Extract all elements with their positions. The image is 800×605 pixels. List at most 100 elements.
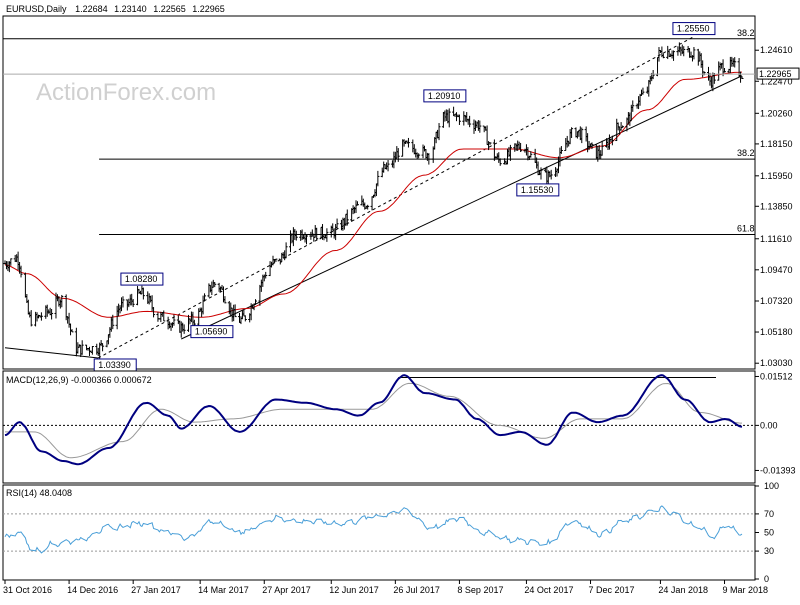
annotation-box — [423, 89, 467, 103]
price-annotations: 1.03390 1.08280 1.05690 1.20910 1.15530 1.255… — [93, 22, 716, 372]
price-bar — [90, 346, 94, 355]
price-bar — [498, 158, 502, 166]
ohlc-low: 1.22565 — [153, 4, 186, 14]
ohlc-high: 1.23140 — [114, 4, 147, 14]
rsi-tick-label: 70 — [764, 509, 774, 519]
price-bar — [519, 142, 523, 153]
svg-text:EURUSD,Daily 1.22684: EURUSD,Daily 1.22684 1.23140 1.22565 1.2… — [6, 4, 225, 14]
price-bar — [549, 169, 553, 180]
price-panel — [2, 15, 756, 370]
price-bar — [19, 265, 23, 278]
price-bar — [600, 140, 604, 156]
price-bar — [284, 242, 288, 259]
price-tick-label: 1.07320 — [760, 296, 793, 306]
price-axis: 1.24610 1.22470 1.20260 1.18150 1.15950 1.138… — [755, 45, 793, 368]
rsi-axis: 100 70 50 30 0 — [755, 481, 779, 584]
price-bar — [692, 47, 696, 60]
macd-series-line — [4, 374, 743, 466]
price-bar — [254, 299, 258, 305]
price-bar — [60, 294, 64, 308]
price-tick-label: 1.13850 — [760, 201, 793, 211]
signal-series-line — [5, 382, 742, 459]
x-tick-label: 27 Apr 2017 — [262, 585, 311, 595]
rsi-tick-label: 30 — [764, 546, 774, 556]
annotation-label: 1.08280 — [125, 274, 158, 284]
price-bar — [641, 87, 645, 95]
price-bar — [223, 296, 227, 304]
x-tick-label: 31 Oct 2016 — [3, 585, 52, 595]
trendline — [181, 75, 743, 340]
price-bar — [621, 125, 625, 129]
price-bar — [70, 329, 74, 333]
symbol-label: EURUSD — [6, 4, 45, 14]
price-bars — [3, 42, 744, 359]
price-bar — [121, 296, 125, 308]
price-bar — [488, 142, 492, 145]
ohlc-open: 1.22684 — [75, 4, 108, 14]
price-bar — [111, 314, 115, 330]
rsi-label: RSI(14) 48.0408 — [6, 488, 72, 498]
price-bar — [529, 151, 533, 158]
annotation-label: 1.03390 — [98, 360, 131, 370]
macd-tick-label: -0.01393 — [760, 465, 796, 475]
price-bar — [152, 307, 156, 318]
price-annotation: 1.20910 — [423, 89, 467, 103]
price-bar — [610, 135, 614, 146]
price-bar — [50, 309, 54, 320]
price-bar — [162, 310, 166, 322]
price-bar — [264, 271, 268, 279]
price-bar — [101, 343, 105, 352]
price-bar — [335, 218, 339, 229]
price-bar — [437, 123, 441, 141]
x-tick-label: 8 Sep 2017 — [457, 585, 503, 595]
price-bar — [213, 282, 217, 288]
price-bar — [457, 114, 461, 125]
price-bar — [406, 137, 410, 148]
annotation-box — [190, 325, 234, 339]
price-tick-label: 1.18150 — [760, 139, 793, 149]
rsi-tick-label: 100 — [764, 481, 779, 491]
rsi-tick-label: 50 — [764, 528, 774, 538]
rsi-tick-label: 0 — [764, 574, 769, 584]
price-bar — [672, 50, 676, 61]
x-tick-label: 26 Jul 2017 — [393, 585, 440, 595]
ma-series-line — [4, 71, 742, 318]
annotation-label: 1.05690 — [195, 327, 228, 337]
price-bar — [182, 324, 186, 334]
rsi-panel — [2, 484, 756, 581]
rsi-series-line — [4, 505, 743, 554]
chart-header: EURUSD,Daily 1.22684 1.23140 1.22565 1.2… — [6, 4, 225, 14]
price-trendlines — [4, 36, 743, 359]
price-bar — [294, 230, 298, 241]
price-bar — [39, 312, 43, 321]
annotation-box — [672, 22, 716, 36]
price-annotation: 1.25550 — [672, 22, 716, 36]
x-tick-label: 24 Oct 2017 — [524, 585, 573, 595]
price-bar — [315, 227, 319, 241]
annotation-box — [120, 272, 164, 286]
price-bar — [702, 71, 706, 76]
annotation-label: 1.25550 — [677, 24, 710, 34]
x-axis: 31 Oct 2016 14 Dec 2016 27 Jan 2017 14 Mar … — [3, 580, 768, 595]
price-bar — [508, 144, 512, 161]
price-bar — [712, 73, 716, 84]
price-annotation: 1.15530 — [516, 183, 560, 197]
macd-panel — [2, 370, 756, 484]
price-bar — [740, 76, 744, 80]
price-bar — [478, 120, 482, 133]
price-bar — [396, 148, 400, 162]
annotation-label: 1.20910 — [428, 91, 461, 101]
price-tick-label: 1.09470 — [760, 265, 793, 275]
price-bar — [682, 46, 686, 57]
price-bar — [559, 146, 563, 154]
macd-axis: 0.01512 0.00 -0.01393 — [755, 371, 796, 475]
macd-tick-label: 0.01512 — [760, 371, 793, 381]
timeframe-label: Daily — [47, 4, 68, 14]
price-bar — [661, 53, 665, 59]
macd-label: MACD(12,26,9) -0.000366 0.000672 — [6, 375, 152, 385]
price-bar — [203, 293, 207, 302]
price-bar — [141, 287, 145, 300]
macd-tick-label: 0.00 — [760, 420, 778, 430]
